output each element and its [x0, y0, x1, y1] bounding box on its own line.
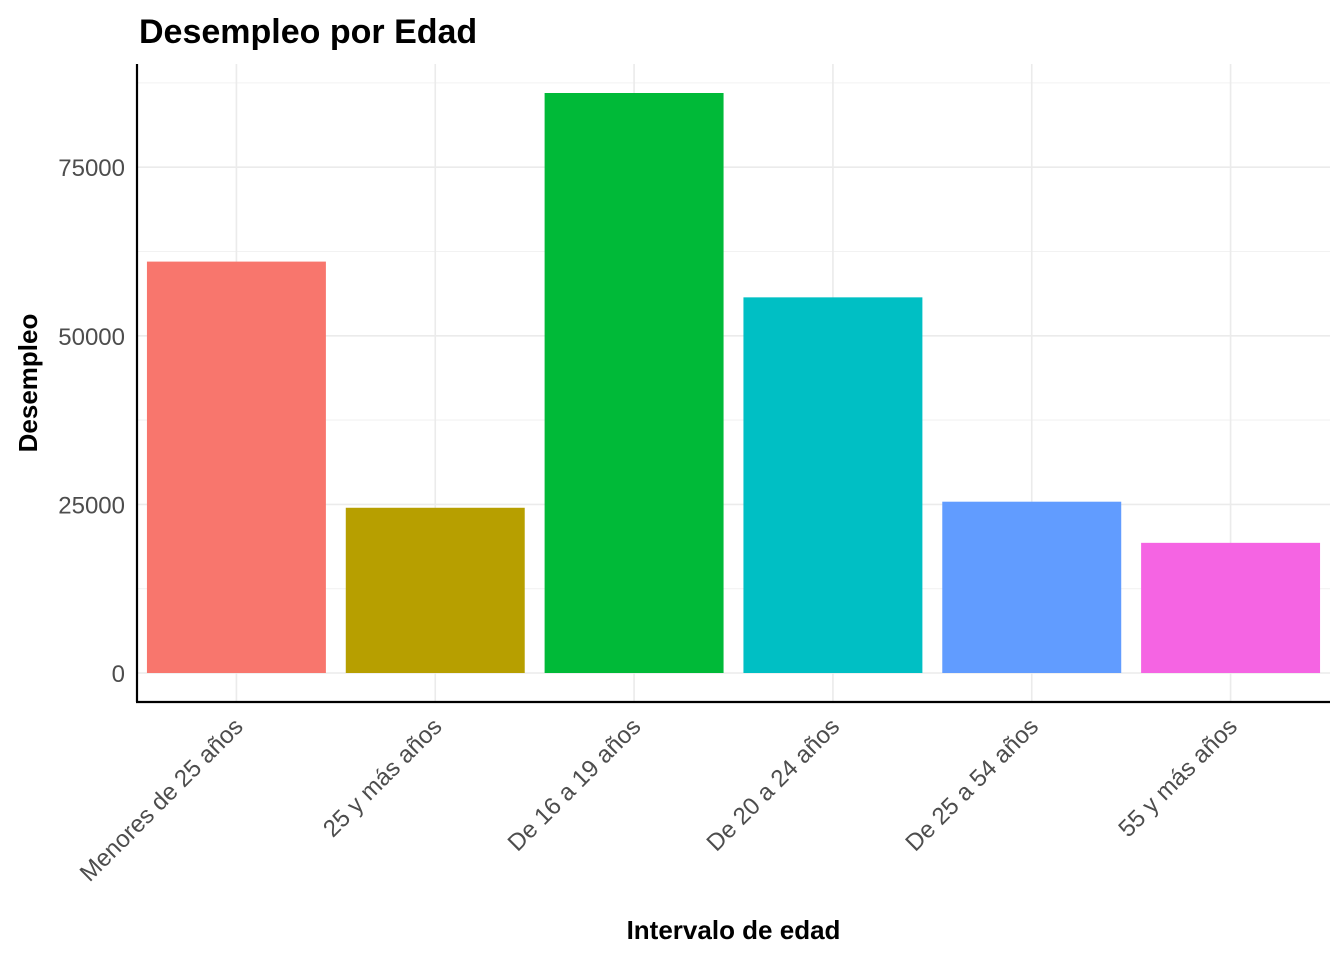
- x-tick-label: De 20 a 24 años: [702, 713, 846, 857]
- y-tick-labels: 0 25000 50000 75000: [58, 155, 125, 688]
- y-axis-title: Desempleo: [13, 314, 43, 453]
- x-tick-label: Menores de 25 años: [75, 713, 249, 887]
- x-tick-label: 25 y más años: [318, 713, 447, 842]
- bar: [544, 93, 724, 673]
- axes: [135, 64, 1330, 704]
- chart-title: Desempleo por Edad: [139, 13, 477, 51]
- y-tick-label: 0: [112, 661, 125, 688]
- bar: [743, 297, 923, 673]
- y-tick-label: 75000: [58, 155, 125, 182]
- x-tick-label: 55 y más años: [1113, 713, 1242, 842]
- bar: [942, 501, 1122, 673]
- bar: [146, 261, 326, 673]
- bars: [146, 93, 1321, 673]
- y-tick-label: 25000: [58, 492, 125, 519]
- x-axis-title: Intervalo de edad: [627, 915, 841, 945]
- x-tick-label: De 25 a 54 años: [900, 713, 1044, 857]
- bar: [1141, 542, 1321, 673]
- x-tick-label: De 16 a 19 años: [503, 713, 647, 857]
- bar: [345, 507, 525, 673]
- y-tick-label: 50000: [58, 324, 125, 351]
- x-tick-labels: Menores de 25 años 25 y más años De 16 a 1…: [75, 713, 1243, 887]
